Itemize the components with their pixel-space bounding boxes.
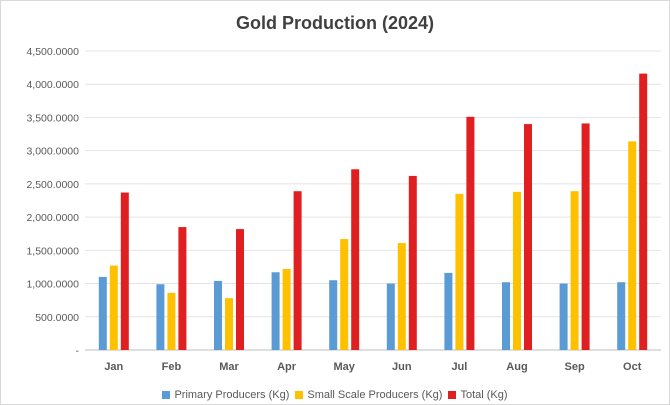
y-tick-label: 1,500.0000 xyxy=(26,245,79,257)
x-tick-label: Oct xyxy=(623,361,642,373)
y-tick-label: 2,000.0000 xyxy=(26,212,79,224)
x-tick-label: Jul xyxy=(451,361,467,373)
bar-feb-series-3 xyxy=(178,227,187,350)
y-tick-label: 3,500.0000 xyxy=(26,112,79,124)
x-tick-label: Mar xyxy=(219,361,239,373)
chart-legend: Primary Producers (Kg) Small Scale Produc… xyxy=(1,389,669,401)
legend-swatch xyxy=(295,391,304,399)
bar-jun-series-1 xyxy=(386,283,395,350)
y-tick-label: 4,500.0000 xyxy=(26,46,79,58)
bar-jan-series-1 xyxy=(98,276,107,350)
y-tick-label: - xyxy=(76,345,80,357)
bar-feb-series-1 xyxy=(156,284,165,350)
bar-mar-series-3 xyxy=(236,229,244,350)
bar-oct-series-2 xyxy=(628,141,637,350)
bar-jul-series-3 xyxy=(466,116,475,350)
bar-may-series-1 xyxy=(329,280,338,350)
legend-label: Total (Kg) xyxy=(460,389,508,401)
bar-feb-series-2 xyxy=(167,292,176,350)
legend-label: Primary Producers (Kg) xyxy=(174,389,290,401)
chart-title: Gold Production (2024) xyxy=(235,13,435,33)
bar-apr-series-2 xyxy=(282,268,291,350)
bar-sep-series-2 xyxy=(570,191,579,350)
bar-apr-series-1 xyxy=(271,272,280,350)
y-tick-label: 4,000.0000 xyxy=(26,79,79,91)
bar-sep-series-3 xyxy=(581,123,590,351)
x-tick-label: Jun xyxy=(392,361,412,373)
y-tick-label: 2,500.0000 xyxy=(26,179,79,191)
legend-item: Total (Kg) xyxy=(448,389,508,401)
bar-aug-series-2 xyxy=(513,191,521,350)
legend-label: Small Scale Producers (Kg) xyxy=(307,389,443,401)
bar-oct-series-1 xyxy=(617,282,626,350)
x-tick-label: Aug xyxy=(506,361,527,373)
bar-may-series-3 xyxy=(351,169,360,350)
bar-jun-series-3 xyxy=(408,175,417,350)
bar-jan-series-2 xyxy=(109,265,118,350)
bar-jul-series-2 xyxy=(455,193,464,350)
bar-jul-series-1 xyxy=(444,272,453,350)
x-tick-label: May xyxy=(333,361,355,373)
bar-aug-series-3 xyxy=(524,124,532,350)
legend-item: Small Scale Producers (Kg) xyxy=(295,389,442,401)
legend-swatch xyxy=(162,391,171,399)
y-tick-label: 1,000.0000 xyxy=(26,279,79,291)
bar-jun-series-2 xyxy=(397,243,406,350)
bar-aug-series-1 xyxy=(502,282,510,350)
bar-sep-series-1 xyxy=(559,283,568,350)
bar-jan-series-3 xyxy=(120,192,129,350)
bar-oct-series-3 xyxy=(639,73,648,350)
y-tick-label: 3,000.0000 xyxy=(26,146,79,158)
x-tick-label: Sep xyxy=(565,361,585,373)
bar-mar-series-2 xyxy=(225,298,233,350)
x-tick-label: Feb xyxy=(162,361,182,373)
x-tick-label: Apr xyxy=(277,361,297,373)
legend-item: Primary Producers (Kg) xyxy=(162,389,289,401)
y-tick-label: 500.0000 xyxy=(35,312,79,324)
x-tick-label: Jan xyxy=(104,361,123,373)
legend-swatch xyxy=(448,391,457,399)
bar-may-series-2 xyxy=(340,239,349,350)
bar-apr-series-3 xyxy=(293,191,302,350)
bar-mar-series-1 xyxy=(214,280,222,350)
